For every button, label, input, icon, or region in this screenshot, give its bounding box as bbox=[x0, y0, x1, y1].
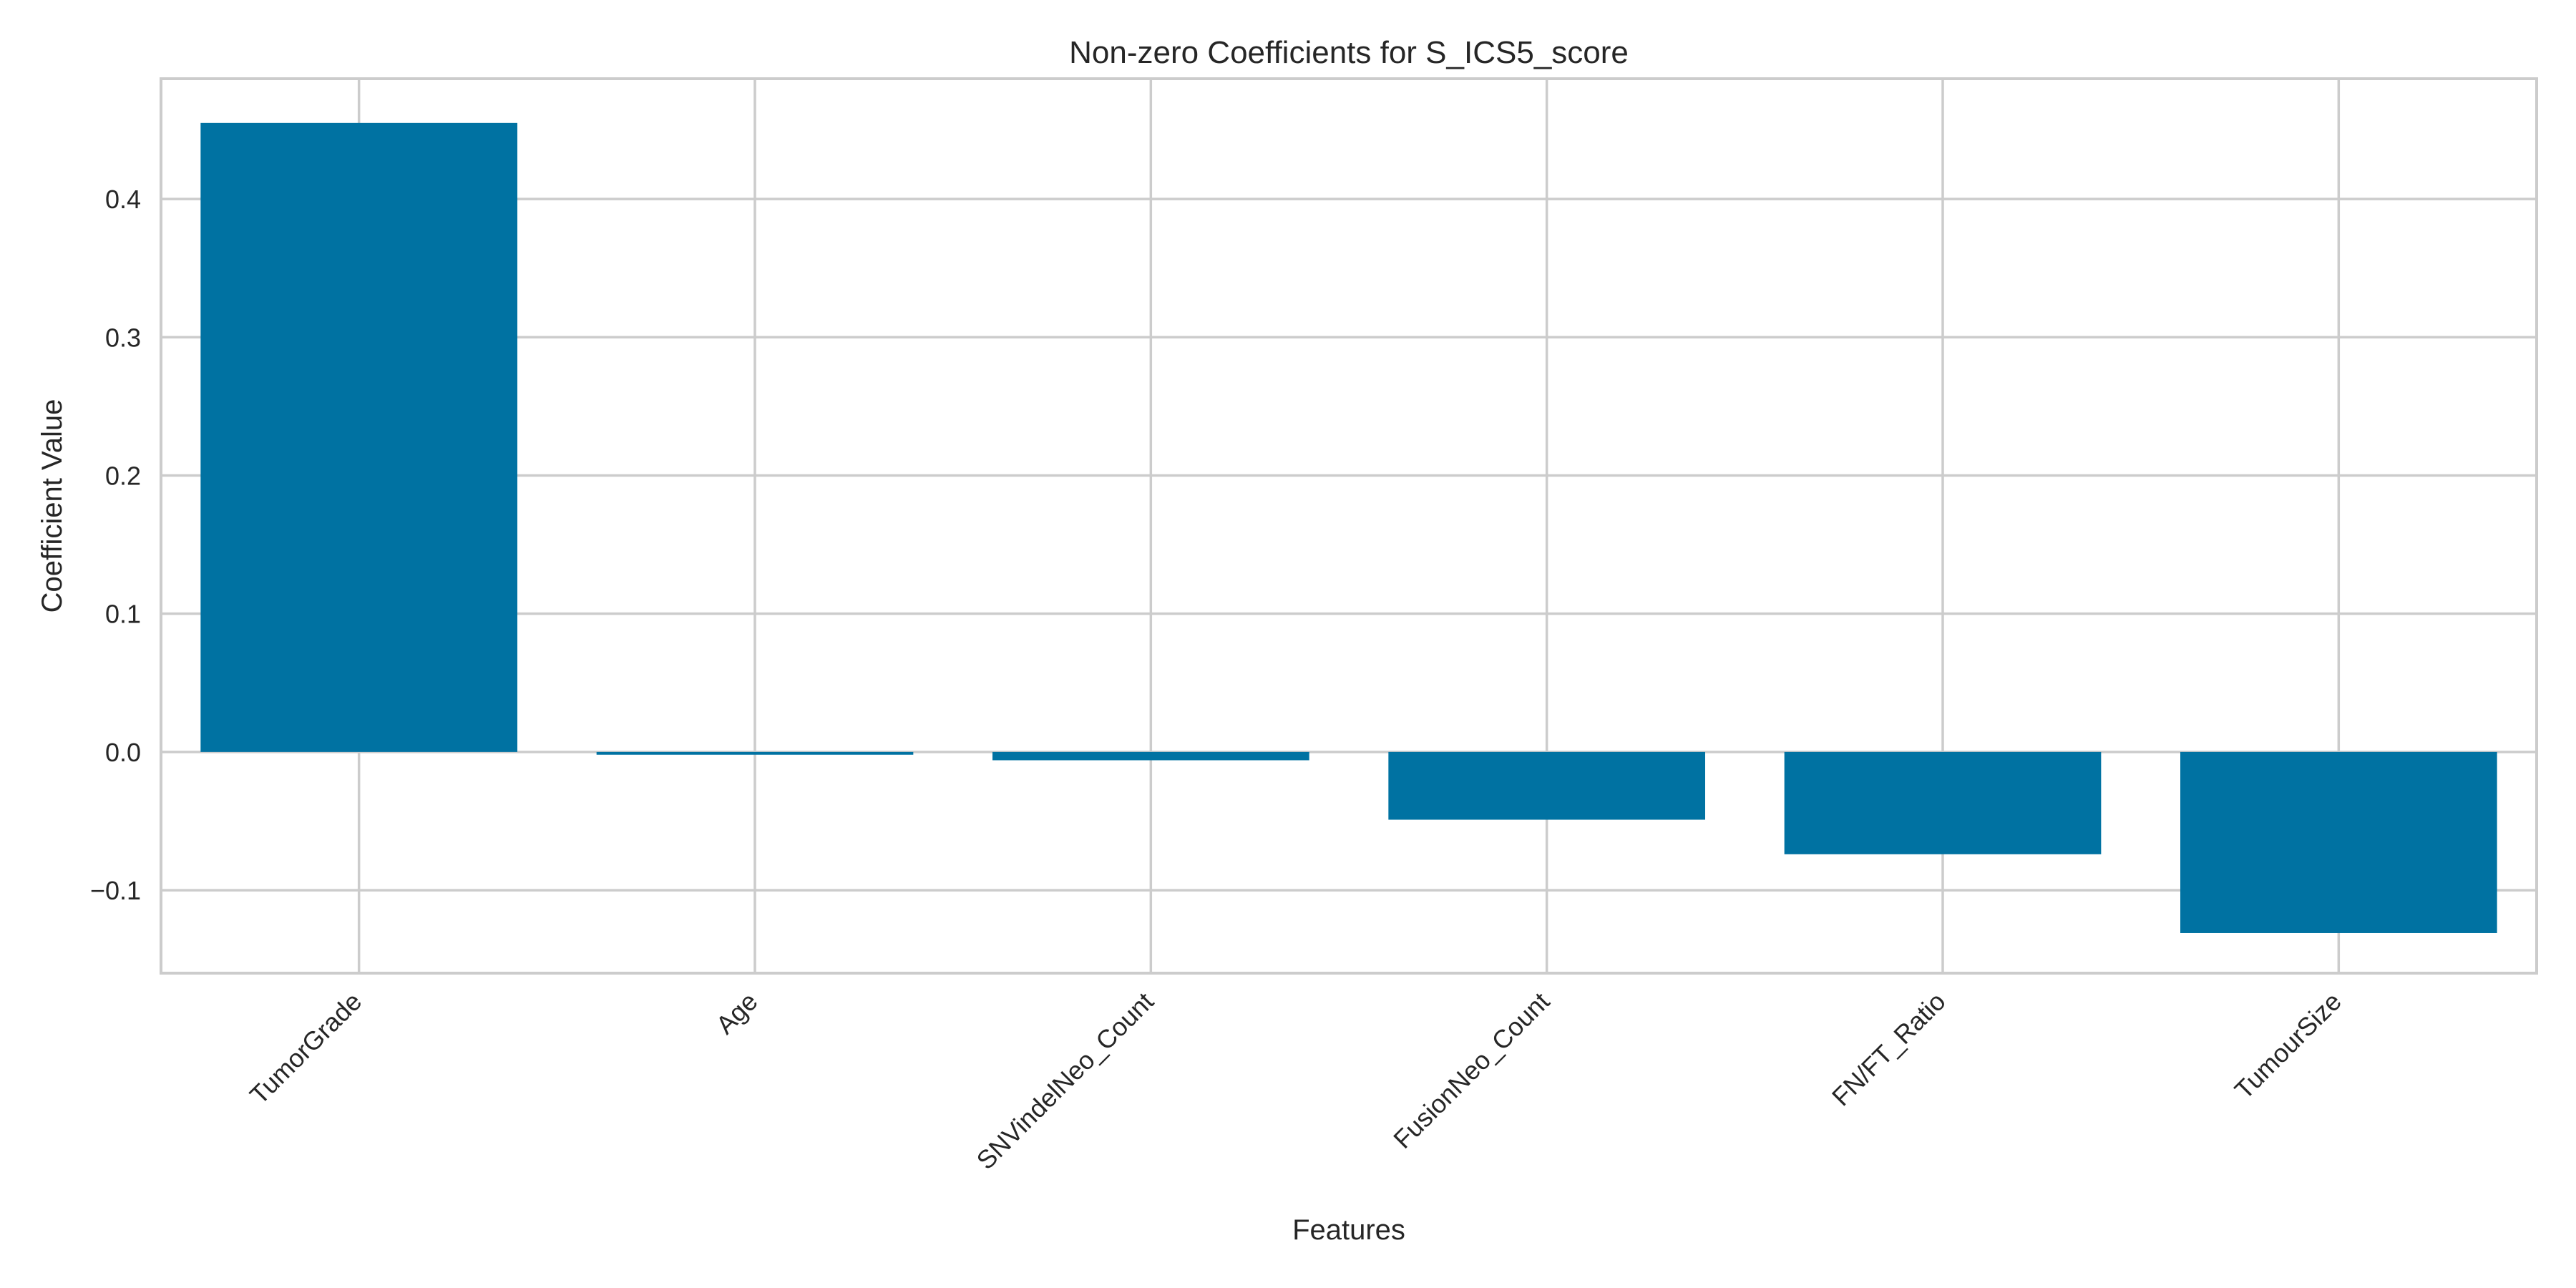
bar-age bbox=[596, 751, 914, 755]
bar-tumoursize bbox=[2180, 751, 2497, 933]
bar-fusionneo-count bbox=[1388, 751, 1705, 820]
bar-tumorgrade bbox=[200, 122, 517, 752]
y-tick-label: 0.0 bbox=[105, 738, 141, 767]
y-tick-label: 0.2 bbox=[105, 461, 141, 490]
bar-snvindelneo-count bbox=[992, 751, 1309, 761]
bars-layer bbox=[200, 122, 2497, 933]
chart-title: Non-zero Coefficients for S_ICS5_score bbox=[1069, 35, 1629, 70]
y-axis-label: Coefficient Value bbox=[36, 399, 68, 613]
y-tick-label: 0.4 bbox=[105, 185, 141, 214]
y-tick-label: 0.1 bbox=[105, 600, 141, 629]
bar-fn-ft-ratio bbox=[1784, 751, 2102, 854]
plot-frame bbox=[160, 77, 2538, 975]
y-tick-label: −0.1 bbox=[90, 876, 141, 905]
x-axis-label: Features bbox=[1292, 1214, 1405, 1246]
y-tick-labels: −0.1 0.0 0.1 0.2 0.3 0.4 bbox=[90, 185, 141, 905]
y-tick-label: 0.3 bbox=[105, 323, 141, 352]
